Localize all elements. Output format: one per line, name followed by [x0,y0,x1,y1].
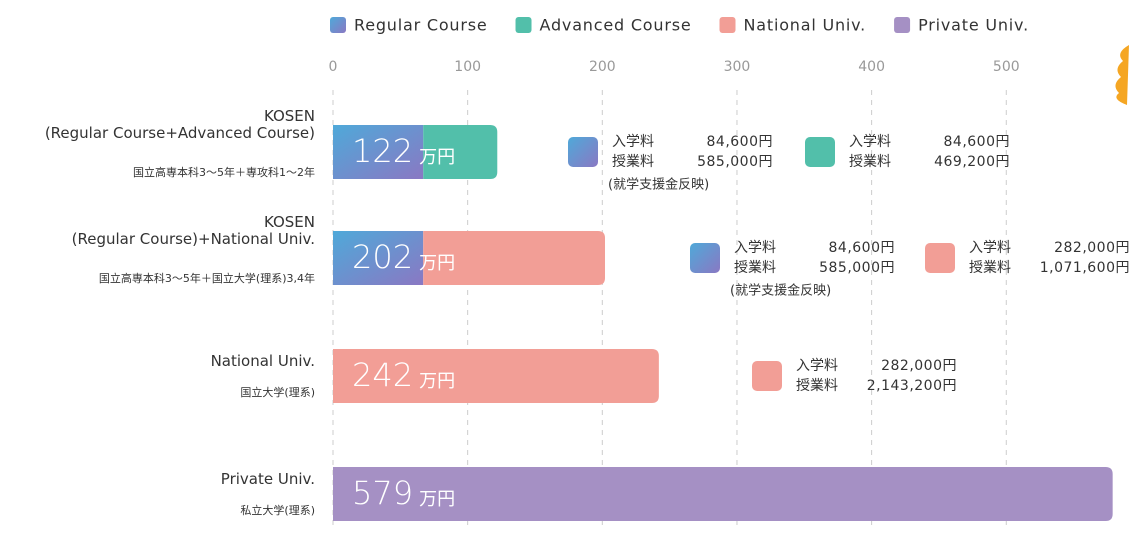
category-note: 国立大学(理系) [240,384,315,400]
fee-amount: 282,000円 [1054,240,1129,256]
unit-label: 万円 [419,147,455,168]
category-label: National Univ. [211,353,315,370]
x-tick-label: 500 [993,59,1020,75]
x-tick-label: 200 [589,59,616,75]
total-label: 202 [352,238,413,276]
category-label: Private Univ. [221,471,315,488]
category-note: 国立高専本科3〜5年＋国立大学(理系)3,4年 [99,270,315,286]
category-label: KOSEN (Regular Course+Advanced Course) [45,108,315,142]
legend-label: Private Univ. [918,16,1029,35]
unit-label: 万円 [419,371,455,392]
fee-swatch [690,243,720,273]
fee-label: 入学料 [612,134,654,150]
unit-label: 万円 [419,489,455,510]
fee-amount: 282,000円 [881,358,957,374]
fee-note: (就学支援金反映) [730,283,831,299]
fee-label: 授業料 [969,260,1011,276]
total-label: 122 [352,132,413,170]
fee-swatch [925,243,955,273]
x-tick-label: 100 [454,59,481,75]
fee-label: 授業料 [612,154,654,170]
fee-amount: 469,200円 [934,154,1010,170]
fee-amount: 2,143,200円 [867,378,957,394]
legend-label: Regular Course [354,16,488,35]
legend-swatch [720,17,736,33]
x-tick-label: 0 [329,59,338,75]
fee-amount: 585,000円 [819,260,895,276]
decoration [1115,45,1129,105]
legend-swatch [330,17,346,33]
fee-note: (就学支援金反映) [608,177,709,193]
total-label: 579 [352,474,413,512]
fee-amount: 585,000円 [697,154,773,170]
fee-label: 授業料 [734,260,776,276]
fee-label: 入学料 [734,240,776,256]
fee-label: 授業料 [849,154,891,170]
fee-amount: 84,600円 [707,134,774,150]
fee-swatch [752,361,782,391]
legend-label: National Univ. [744,16,867,35]
fee-swatch [805,137,835,167]
total-label: 242 [352,356,413,394]
fee-label: 授業料 [796,378,838,394]
category-note: 国立高専本科3〜5年＋専攻科1〜2年 [133,164,315,180]
fee-label: 入学料 [969,240,1011,256]
legend-label: Advanced Course [540,16,692,35]
fee-amount: 1,071,600円 [1040,260,1129,276]
legend-swatch [516,17,532,33]
fee-amount: 84,600円 [829,240,896,256]
unit-label: 万円 [419,253,455,274]
fee-swatch [568,137,598,167]
category-note: 私立大学(理系) [240,502,315,518]
page: Regular Course Advanced Course National Un… [0,0,1129,537]
legend-swatch [894,17,910,33]
fee-label: 入学料 [796,358,838,374]
category-label: KOSEN (Regular Course)+National Univ. [72,214,315,248]
fee-amount: 84,600円 [944,134,1011,150]
chart: Regular Course Advanced Course National Un… [0,0,1129,537]
x-tick-label: 400 [858,59,885,75]
fee-label: 入学料 [849,134,891,150]
x-tick-label: 300 [724,59,751,75]
